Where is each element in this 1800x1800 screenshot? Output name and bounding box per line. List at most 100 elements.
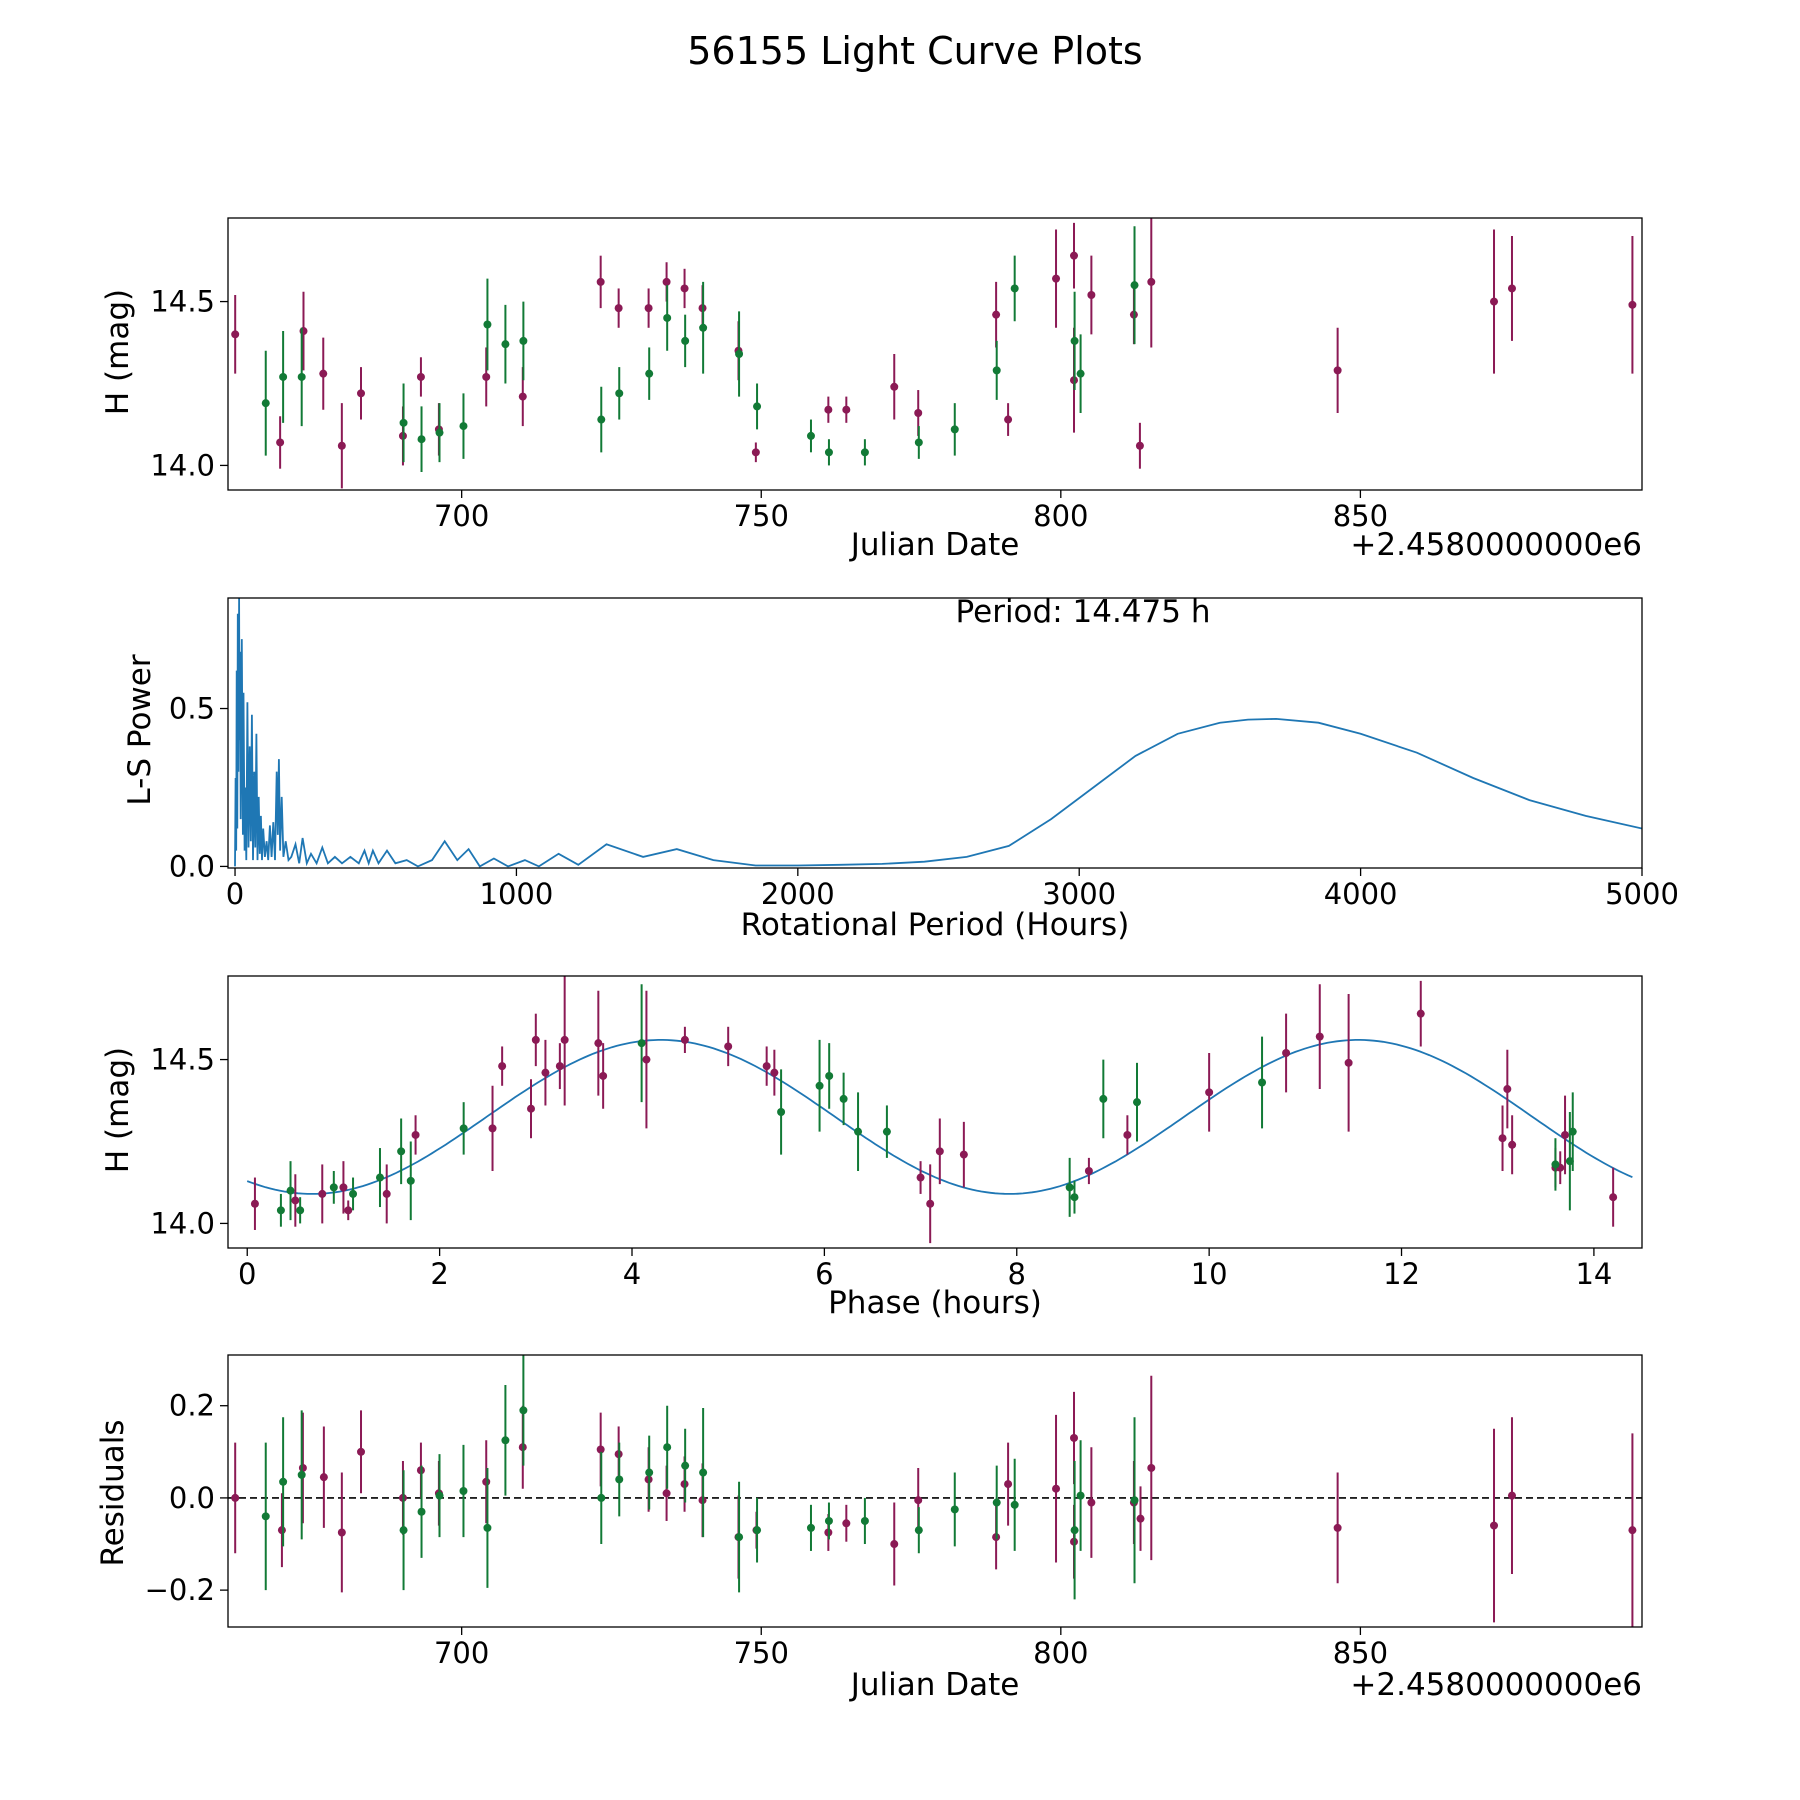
filter_b-point — [860, 1497, 869, 1545]
data-marker — [417, 1507, 426, 1516]
filter_b-point — [1130, 1417, 1139, 1584]
filter_a-point — [541, 1039, 550, 1106]
time-series-x-tick-label: 800 — [1033, 499, 1088, 533]
filter_a-point — [1004, 1442, 1013, 1526]
filter_b-point — [1133, 1062, 1141, 1142]
data-marker — [992, 366, 1001, 375]
filter_b-point — [597, 386, 606, 453]
data-marker — [483, 1523, 492, 1532]
filter_a-point — [1084, 1157, 1093, 1185]
residuals-y-tick-label: 0.0 — [169, 1481, 215, 1515]
data-marker — [1568, 1127, 1577, 1136]
data-marker — [642, 1055, 651, 1064]
data-marker — [854, 1127, 863, 1136]
phased-x-tick-label: 0 — [238, 1257, 256, 1291]
time-series-x-tick-label: 700 — [434, 499, 489, 533]
data-marker — [1147, 1463, 1156, 1472]
filter_a-point — [1315, 984, 1324, 1090]
data-marker — [842, 1519, 851, 1528]
phased-y-tick-label: 14.5 — [150, 1043, 215, 1077]
filter_a-point — [531, 1013, 540, 1067]
filter_a-point — [1508, 1115, 1517, 1175]
filter_a-point — [488, 1085, 497, 1171]
filter_b-point — [735, 1481, 744, 1593]
phased-x-tick-label: 2 — [430, 1257, 448, 1291]
filter_b-point — [417, 406, 426, 472]
filter_a-point — [318, 1164, 327, 1224]
data-marker — [860, 448, 869, 457]
filter_a-point — [992, 281, 1001, 348]
data-marker — [950, 425, 959, 434]
data-marker — [1084, 1166, 1093, 1175]
residuals-x-tick-label: 700 — [434, 1636, 489, 1670]
data-marker — [339, 1183, 348, 1192]
data-marker — [1315, 1032, 1324, 1041]
data-marker — [597, 1493, 606, 1502]
figure-title: 56155 Light Curve Plots — [687, 29, 1142, 73]
data-marker — [890, 382, 899, 391]
data-marker — [286, 1186, 295, 1195]
data-marker — [501, 340, 510, 349]
data-marker — [488, 1124, 497, 1133]
data-marker — [337, 1528, 346, 1537]
filter_b-point — [435, 1454, 444, 1538]
data-marker — [1508, 1140, 1517, 1149]
data-marker — [914, 1496, 923, 1505]
data-marker — [1628, 1526, 1637, 1535]
data-marker — [298, 1463, 307, 1472]
phased-x-tick-label: 8 — [1008, 1257, 1026, 1291]
data-marker — [411, 1130, 420, 1139]
data-marker — [482, 1477, 491, 1486]
filter_b-point — [406, 1141, 415, 1221]
data-marker — [1147, 277, 1156, 286]
filter_b-point — [1568, 1092, 1577, 1171]
filter_a-point — [1503, 1049, 1512, 1129]
time-series-x-tick-label: 750 — [734, 499, 789, 533]
data-marker — [1507, 284, 1516, 293]
residuals-y-tick-label: 0.2 — [169, 1389, 215, 1423]
filter_a-point — [1628, 1433, 1637, 1627]
filter_a-point — [596, 255, 605, 309]
filter_a-point — [1147, 218, 1156, 348]
filter_b-point — [806, 419, 815, 453]
data-marker — [662, 1489, 671, 1498]
data-marker — [663, 313, 672, 322]
filter_a-point — [644, 288, 653, 328]
filter_b-point — [261, 350, 270, 456]
filter_b-point — [914, 1507, 923, 1554]
data-marker — [839, 1094, 848, 1103]
filter_b-point — [1010, 255, 1019, 322]
data-marker — [277, 1526, 286, 1535]
data-marker — [753, 1526, 762, 1535]
data-marker — [1498, 1134, 1507, 1143]
periodogram-x-tick-label: 2000 — [761, 877, 835, 911]
filter_a-point — [594, 990, 603, 1096]
data-marker — [1258, 1078, 1267, 1087]
data-marker — [1136, 1514, 1145, 1523]
data-marker — [337, 441, 346, 450]
residuals-xlabel: Julian Date — [849, 1667, 1020, 1703]
data-marker — [329, 1183, 338, 1192]
filter_a-point — [1087, 1447, 1096, 1558]
data-marker — [992, 310, 1001, 319]
filter_a-point — [926, 1164, 935, 1244]
data-marker — [777, 1108, 786, 1116]
data-marker — [806, 431, 815, 440]
filter_a-point — [724, 1026, 733, 1067]
filter_b-point — [459, 1444, 468, 1538]
filter_a-point — [482, 347, 491, 407]
data-marker — [825, 1071, 834, 1080]
filter_a-point — [291, 1174, 300, 1227]
filter_b-point — [735, 311, 744, 397]
filter_b-point — [992, 1465, 1001, 1540]
filter_a-point — [1282, 1013, 1291, 1093]
phased-ylabel: H (mag) — [100, 1047, 136, 1173]
data-marker — [459, 422, 468, 431]
data-marker — [645, 1468, 654, 1477]
filter_a-point — [560, 976, 569, 1106]
power-spectrum-line — [234, 598, 1642, 868]
filter_b-point — [681, 1428, 690, 1503]
filter_b-point — [950, 1472, 959, 1547]
data-marker — [1609, 1193, 1618, 1202]
filter_a-point — [337, 403, 346, 489]
